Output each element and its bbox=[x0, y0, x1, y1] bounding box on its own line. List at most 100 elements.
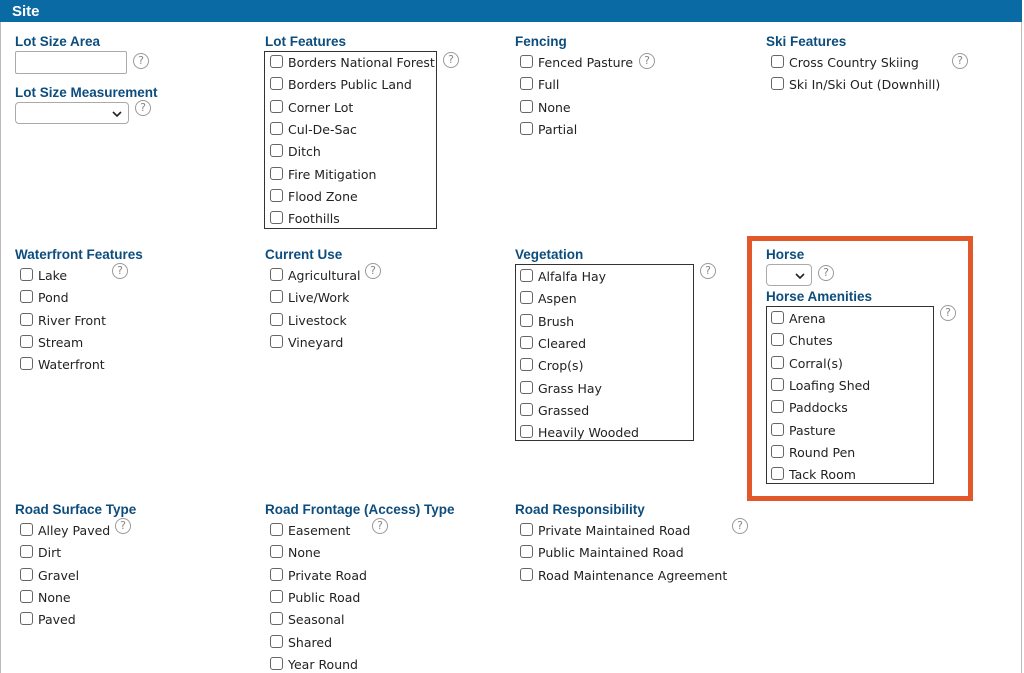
options-list bbox=[515, 264, 694, 441]
field-label: Ski Features bbox=[766, 34, 847, 49]
checkbox[interactable] bbox=[270, 144, 283, 158]
checkbox-label: Private Road bbox=[288, 567, 367, 583]
help-icon[interactable]: ? bbox=[952, 53, 968, 69]
checkbox[interactable] bbox=[270, 312, 283, 326]
checkbox[interactable] bbox=[520, 313, 533, 327]
help-icon[interactable]: ? bbox=[940, 305, 956, 321]
checkbox[interactable] bbox=[270, 166, 283, 180]
checkbox[interactable] bbox=[20, 357, 33, 371]
checkbox-label: Stream bbox=[38, 334, 84, 350]
checkbox[interactable] bbox=[771, 400, 784, 414]
select-dropdown[interactable] bbox=[766, 264, 812, 286]
checkbox-label: Dirt bbox=[38, 545, 62, 561]
checkbox[interactable] bbox=[520, 269, 533, 282]
checkbox[interactable] bbox=[771, 77, 784, 91]
checkbox[interactable] bbox=[270, 290, 283, 304]
checkbox-label: Flood Zone bbox=[288, 188, 358, 204]
checkbox[interactable] bbox=[270, 334, 283, 348]
checkbox-label: Tack Room bbox=[789, 467, 856, 483]
help-icon[interactable]: ? bbox=[112, 263, 128, 279]
checkbox[interactable] bbox=[270, 656, 283, 670]
checkbox[interactable] bbox=[270, 612, 283, 626]
checkbox[interactable] bbox=[270, 99, 283, 113]
checkbox[interactable] bbox=[520, 77, 533, 91]
checkbox[interactable] bbox=[270, 211, 283, 225]
checkbox[interactable] bbox=[520, 567, 533, 581]
checkbox-label: Paved bbox=[38, 612, 76, 628]
help-icon[interactable]: ? bbox=[732, 518, 748, 534]
highlight-box bbox=[747, 236, 973, 501]
field-label: Vegetation bbox=[515, 247, 584, 262]
checkbox-label: Easement bbox=[288, 523, 351, 538]
checkbox[interactable] bbox=[520, 99, 533, 113]
checkbox-label: Private Maintained Road bbox=[538, 523, 691, 538]
checkbox[interactable] bbox=[520, 121, 533, 135]
checkbox[interactable] bbox=[20, 334, 33, 348]
help-icon[interactable]: ? bbox=[135, 100, 151, 116]
help-icon[interactable]: ? bbox=[372, 518, 388, 534]
checkbox[interactable] bbox=[270, 268, 283, 281]
checkbox[interactable] bbox=[771, 467, 784, 481]
checkbox[interactable] bbox=[520, 335, 533, 349]
options-list bbox=[766, 306, 934, 484]
checkbox[interactable] bbox=[771, 444, 784, 458]
checkbox[interactable] bbox=[771, 55, 784, 68]
checkbox[interactable] bbox=[270, 55, 283, 68]
field-label: Road Responsibility bbox=[515, 502, 645, 517]
text-input[interactable] bbox=[15, 51, 127, 74]
checkbox[interactable] bbox=[20, 589, 33, 603]
checkbox[interactable] bbox=[20, 290, 33, 304]
help-icon[interactable]: ? bbox=[700, 263, 716, 279]
checkbox[interactable] bbox=[270, 634, 283, 648]
checkbox[interactable] bbox=[771, 311, 784, 324]
help-icon[interactable]: ? bbox=[365, 263, 381, 279]
field-label: Fencing bbox=[515, 34, 567, 49]
checkbox[interactable] bbox=[771, 355, 784, 369]
checkbox[interactable] bbox=[520, 425, 533, 439]
checkbox[interactable] bbox=[20, 268, 33, 281]
help-icon[interactable]: ? bbox=[443, 52, 459, 68]
checkbox[interactable] bbox=[20, 612, 33, 626]
checkbox[interactable] bbox=[771, 422, 784, 436]
checkbox[interactable] bbox=[270, 121, 283, 135]
checkbox[interactable] bbox=[270, 545, 283, 559]
checkbox[interactable] bbox=[270, 77, 283, 91]
checkbox[interactable] bbox=[771, 377, 784, 391]
checkbox-label: Seasonal bbox=[288, 612, 345, 628]
checkbox[interactable] bbox=[771, 333, 784, 347]
checkbox[interactable] bbox=[20, 523, 33, 536]
checkbox-label: Partial bbox=[538, 121, 578, 137]
checkbox[interactable] bbox=[20, 567, 33, 581]
help-icon[interactable]: ? bbox=[115, 518, 131, 534]
checkbox-label: Aspen bbox=[538, 291, 577, 307]
checkbox[interactable] bbox=[270, 567, 283, 581]
checkbox[interactable] bbox=[270, 523, 283, 536]
checkbox-label: Road Maintenance Agreement bbox=[538, 567, 728, 583]
checkbox-label: Alfalfa Hay bbox=[538, 269, 607, 284]
checkbox[interactable] bbox=[520, 545, 533, 559]
checkbox[interactable] bbox=[520, 55, 533, 68]
checkbox-label: Crop(s) bbox=[538, 358, 584, 374]
checkbox[interactable] bbox=[270, 589, 283, 603]
checkbox[interactable] bbox=[520, 380, 533, 394]
checkbox-label: Grass Hay bbox=[538, 380, 602, 396]
checkbox-label: Shared bbox=[288, 634, 333, 650]
help-icon[interactable]: ? bbox=[133, 53, 149, 69]
checkbox[interactable] bbox=[520, 291, 533, 305]
help-icon[interactable]: ? bbox=[639, 53, 655, 69]
select-dropdown[interactable] bbox=[15, 102, 129, 124]
checkbox[interactable] bbox=[520, 523, 533, 536]
checkbox-label: Borders National Forest bbox=[288, 55, 435, 70]
checkbox[interactable] bbox=[20, 545, 33, 559]
checkbox[interactable] bbox=[20, 312, 33, 326]
checkbox-label: Fenced Pasture bbox=[538, 55, 634, 70]
checkbox-label: Chutes bbox=[789, 333, 833, 349]
checkbox[interactable] bbox=[520, 358, 533, 372]
checkbox-label: Fire Mitigation bbox=[288, 166, 377, 182]
checkbox-label: Live/Work bbox=[288, 290, 350, 306]
help-icon[interactable]: ? bbox=[818, 265, 834, 281]
checkbox[interactable] bbox=[270, 188, 283, 202]
section-header: Site bbox=[0, 0, 1022, 22]
field-label: Current Use bbox=[265, 247, 343, 262]
checkbox[interactable] bbox=[520, 402, 533, 416]
